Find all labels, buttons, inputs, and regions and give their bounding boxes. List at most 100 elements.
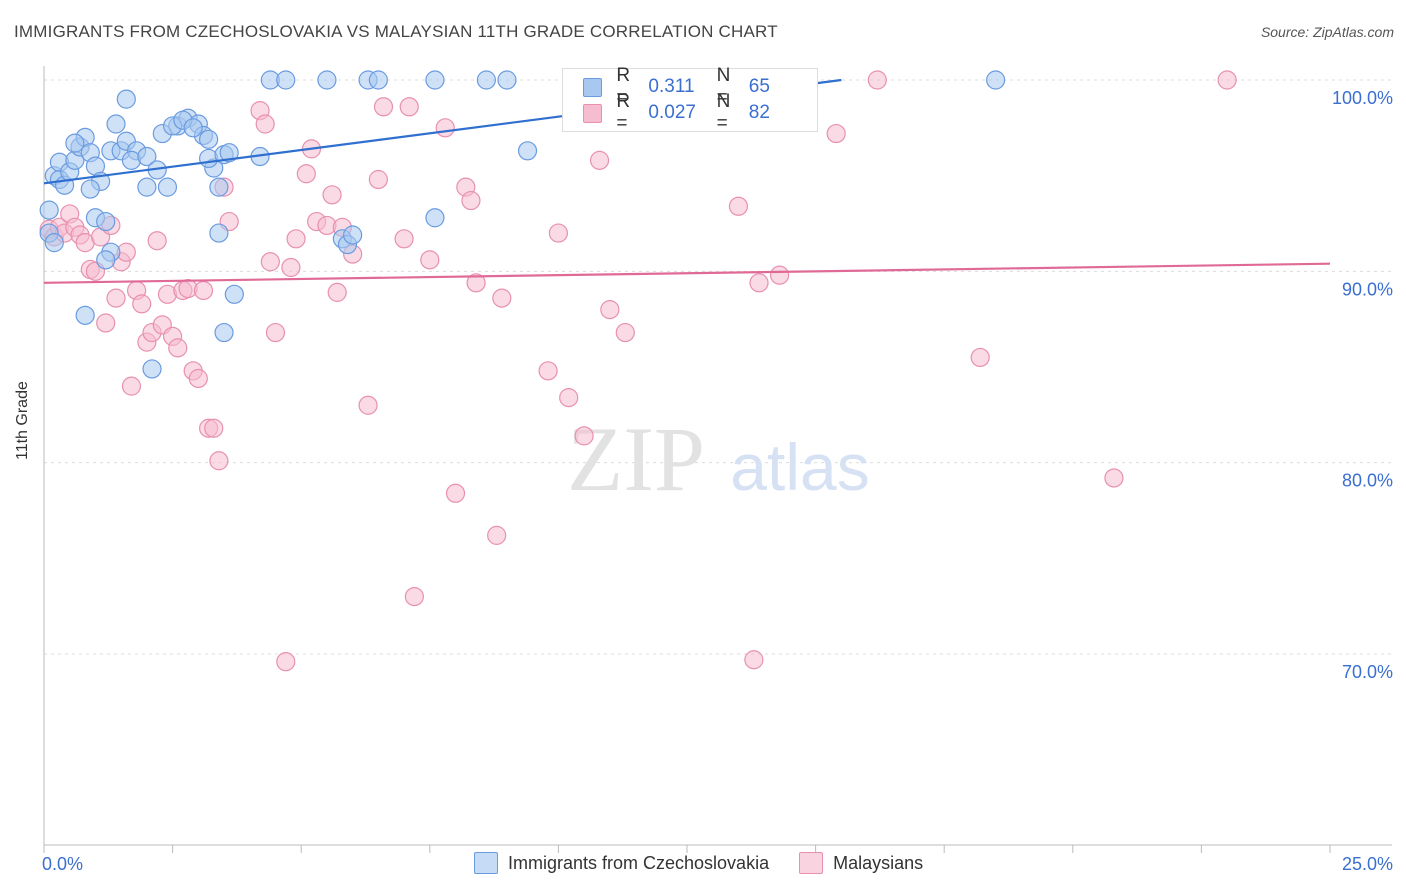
czechoslovakia-point	[183, 118, 203, 138]
czechoslovakia-point	[368, 70, 388, 90]
y-tick-label: 80.0%	[1342, 471, 1393, 491]
grid-lines	[44, 79, 1392, 655]
legend-row-blue: R = 0.311 N = 65	[583, 65, 817, 108]
legend-label-czechoslovakia: Immigrants from Czechoslovakia	[508, 852, 770, 873]
malaysian-point	[1104, 468, 1124, 488]
czechoslovakia-point	[476, 70, 496, 90]
malaysian-point	[193, 280, 214, 301]
x-tick-label: 0.0%	[42, 854, 83, 874]
series-legend: Immigrants from Czechoslovakia Malaysian…	[474, 852, 953, 874]
malaysian-point	[358, 395, 378, 415]
legend-row-pink: R = 0.027 N = 82	[583, 91, 817, 134]
czechoslovakia-point	[276, 70, 296, 90]
malaysian-point	[286, 229, 306, 249]
malaysian-point	[574, 426, 594, 446]
malaysian-point	[188, 368, 208, 389]
czechoslovakia-point	[343, 225, 363, 245]
czechoslovakia-point	[199, 129, 219, 149]
malaysian-point	[260, 252, 280, 272]
y-tick-label: 70.0%	[1342, 662, 1393, 682]
malaysian-point	[559, 388, 579, 408]
legend-r-label: R =	[616, 91, 631, 134]
legend-item-czechoslovakia[interactable]: Immigrants from Czechoslovakia	[474, 852, 769, 874]
y-tick-label: 100.0%	[1332, 88, 1393, 108]
malaysian-point	[600, 300, 620, 320]
malaysian-point	[466, 273, 486, 293]
malaysian-point	[589, 150, 610, 170]
watermark-atlas: atlas	[730, 430, 869, 504]
malaysian-point	[461, 190, 481, 211]
malaysian-point	[368, 169, 388, 190]
malaysian-point	[538, 361, 558, 381]
legend-n-label: N =	[716, 65, 731, 108]
legend-n-label: N =	[716, 91, 731, 134]
malaysian-point	[276, 652, 296, 672]
czechoslovakia-point	[44, 233, 64, 253]
blue-series	[39, 70, 1006, 379]
legend-r-pink: 0.027	[648, 102, 696, 123]
malaysian-point	[728, 196, 749, 216]
tick-labels: 70.0% 80.0% 90.0% 100.0% 0.0% 25.0%	[42, 88, 1393, 874]
czechoslovakia-point	[137, 146, 157, 167]
legend-swatch-pink	[583, 103, 603, 123]
legend-swatch-pink	[799, 852, 824, 874]
malaysian-point	[265, 322, 286, 343]
malaysian-point	[487, 525, 507, 545]
malaysian-point	[867, 70, 887, 90]
malaysian-point	[255, 114, 275, 134]
czechoslovakia-point	[65, 133, 85, 153]
malaysian-point	[492, 288, 512, 308]
czechoslovakia-point	[425, 208, 445, 228]
legend-label-malaysians: Malaysians	[833, 852, 924, 873]
watermark-zip: ZIP	[567, 408, 705, 510]
czechoslovakia-point	[39, 200, 59, 220]
malaysian-point	[826, 123, 846, 144]
malaysian-point	[296, 164, 316, 184]
malaysian-point	[420, 250, 440, 270]
malaysian-point	[769, 265, 790, 285]
czechoslovakia-point	[986, 70, 1006, 90]
malaysian-point	[404, 586, 424, 607]
czechoslovakia-point	[425, 70, 445, 90]
legend-item-malaysians[interactable]: Malaysians	[799, 852, 923, 874]
czechoslovakia-point	[142, 359, 162, 379]
y-axis-title: 11th Grade	[14, 381, 31, 460]
czechoslovakia-point	[517, 141, 538, 161]
czechoslovakia-point	[116, 89, 136, 109]
legend-n-blue: 65	[748, 76, 770, 97]
malaysian-point	[970, 347, 990, 368]
malaysian-point	[399, 97, 419, 117]
x-tick-label: 25.0%	[1342, 854, 1393, 874]
czechoslovakia-point	[224, 284, 244, 304]
malaysian-point	[281, 257, 301, 278]
czechoslovakia-point	[75, 305, 95, 325]
malaysian-point	[394, 229, 414, 249]
malaysian-point	[435, 118, 455, 138]
legend-swatch-blue	[583, 77, 603, 97]
czechoslovakia-point	[106, 114, 126, 134]
czechoslovakia-point	[219, 143, 239, 163]
malaysian-point	[744, 650, 764, 670]
malaysian-point	[168, 338, 188, 358]
malaysian-point	[322, 185, 342, 205]
malaysian-point	[445, 483, 466, 503]
czechoslovakia-point	[214, 322, 234, 343]
czechoslovakia-point	[209, 223, 229, 243]
malaysian-point	[548, 223, 569, 243]
czechoslovakia-point	[209, 177, 229, 197]
legend-r-label: R =	[616, 65, 631, 108]
legend-swatch-blue	[474, 852, 498, 874]
trend-line-malaysians	[43, 262, 1331, 284]
malaysian-point	[96, 313, 116, 333]
malaysian-point	[204, 418, 224, 438]
malaysian-point	[121, 376, 142, 396]
czechoslovakia-point	[157, 177, 178, 197]
y-tick-label: 90.0%	[1342, 279, 1393, 299]
malaysian-point	[147, 231, 167, 251]
legend-r-blue: 0.311	[648, 76, 695, 97]
axes	[43, 66, 1392, 853]
czechoslovakia-point	[497, 70, 517, 90]
legend-n-pink: 82	[748, 102, 770, 123]
malaysian-point	[615, 322, 635, 343]
